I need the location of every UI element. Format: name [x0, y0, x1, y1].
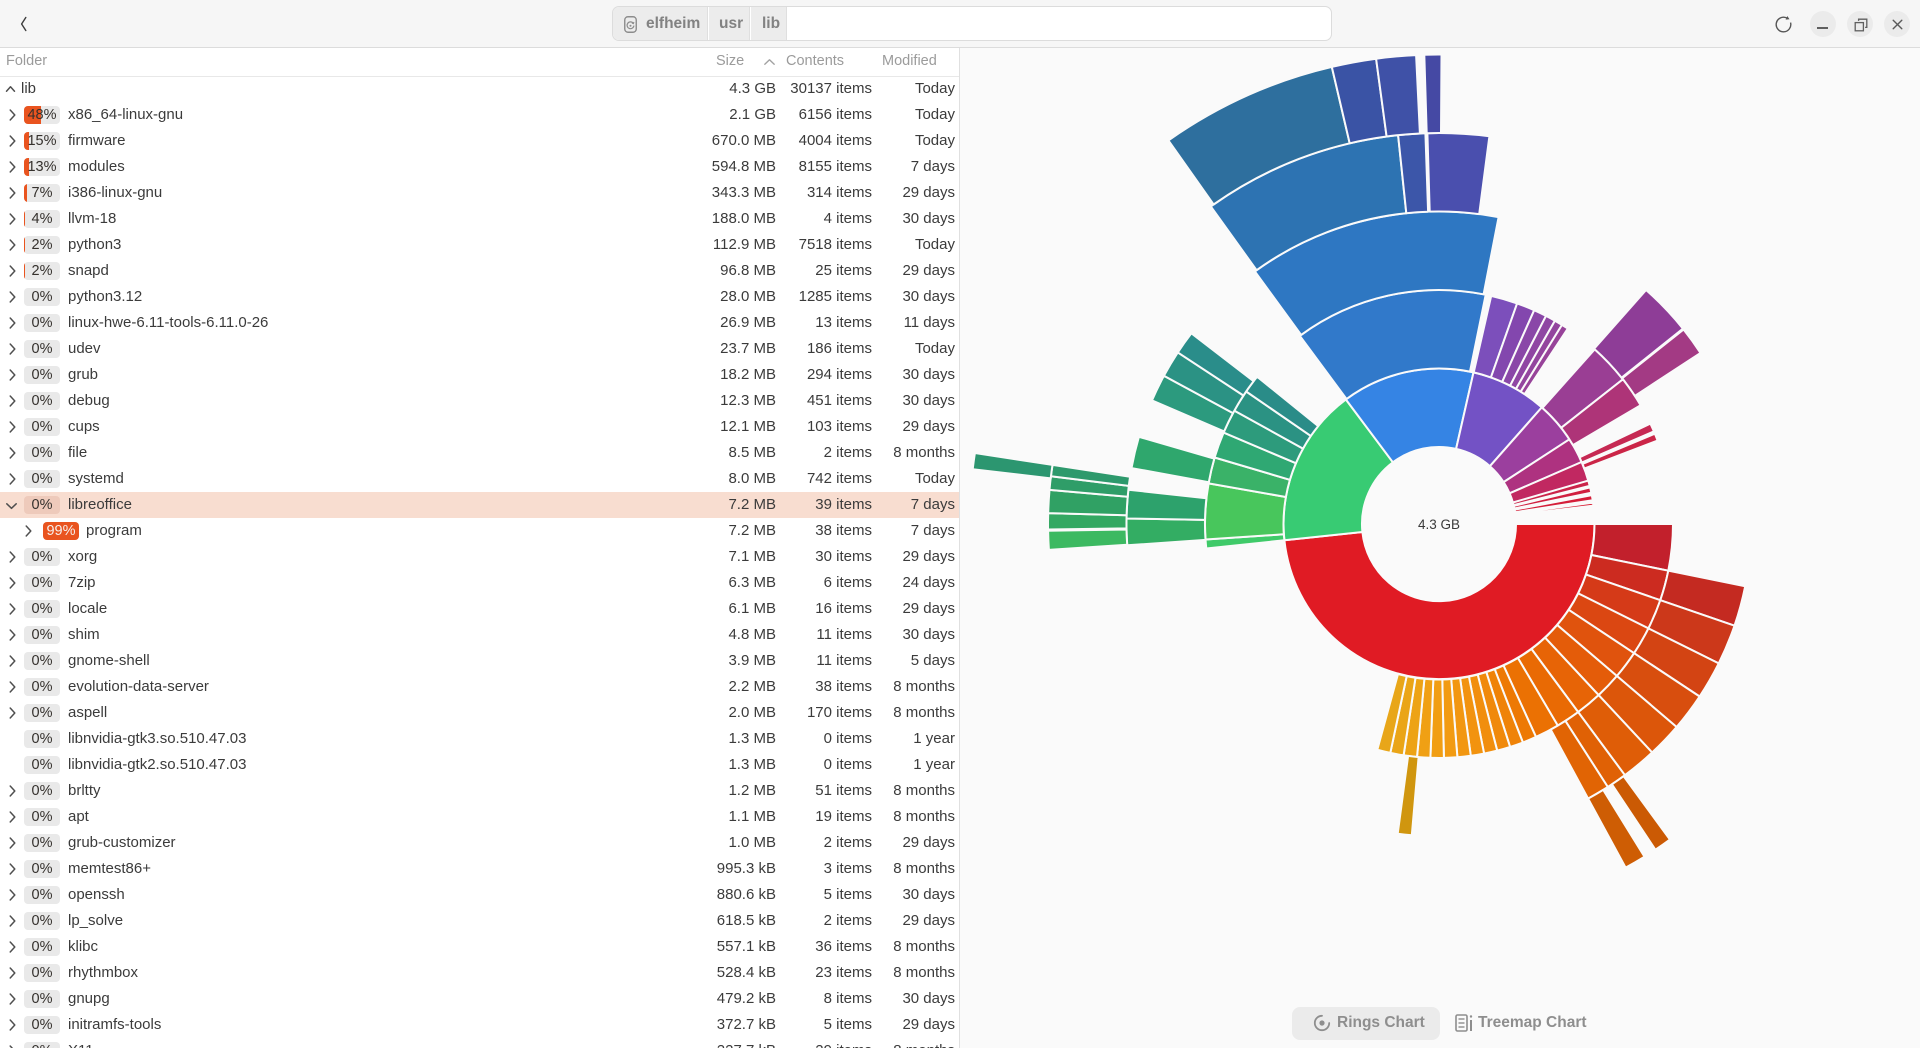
- svg-text:4.3 GB: 4.3 GB: [1418, 517, 1460, 532]
